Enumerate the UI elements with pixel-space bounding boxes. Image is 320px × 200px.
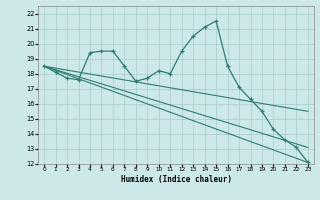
X-axis label: Humidex (Indice chaleur): Humidex (Indice chaleur): [121, 175, 231, 184]
